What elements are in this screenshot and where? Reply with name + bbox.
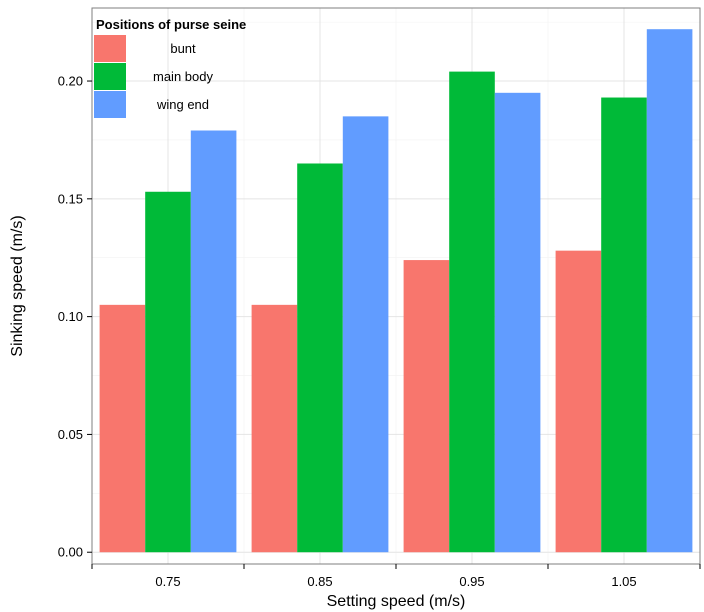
x-tick-label: 1.05	[611, 574, 636, 589]
bar	[297, 163, 343, 553]
x-tick-label: 0.95	[459, 574, 484, 589]
x-axis: 0.75 0.85 0.95 1.05	[91, 564, 701, 589]
bar	[190, 130, 237, 553]
legend-key	[94, 35, 126, 62]
bar	[646, 29, 693, 553]
bar	[601, 97, 647, 553]
y-axis-title: Sinking speed (m/s)	[9, 215, 26, 356]
bar	[449, 71, 495, 553]
legend-label: wing end	[156, 97, 209, 112]
bar	[555, 250, 602, 553]
bar	[145, 191, 191, 553]
legend: Positions of purse seine bunt main body wi…	[94, 17, 246, 118]
x-axis-title: Setting speed (m/s)	[327, 593, 466, 610]
legend-label: bunt	[170, 41, 196, 56]
bar	[494, 92, 541, 553]
y-tick-label: 0.05	[58, 427, 83, 442]
legend-key	[94, 91, 126, 118]
y-tick-label: 0.15	[58, 191, 83, 206]
bars	[99, 29, 693, 553]
bar	[403, 260, 450, 553]
y-tick-label: 0.10	[58, 309, 83, 324]
x-tick-label: 0.85	[307, 574, 332, 589]
x-tick-label: 0.75	[155, 574, 180, 589]
bar	[251, 304, 298, 553]
bar	[99, 304, 146, 553]
y-tick-label: 0.20	[58, 74, 83, 89]
y-axis: 0.00 0.05 0.10 0.15 0.20	[58, 74, 92, 560]
legend-label: main body	[153, 69, 213, 84]
bar	[342, 116, 389, 553]
legend-title: Positions of purse seine	[96, 17, 246, 32]
legend-key	[94, 63, 126, 90]
y-tick-label: 0.00	[58, 545, 83, 560]
